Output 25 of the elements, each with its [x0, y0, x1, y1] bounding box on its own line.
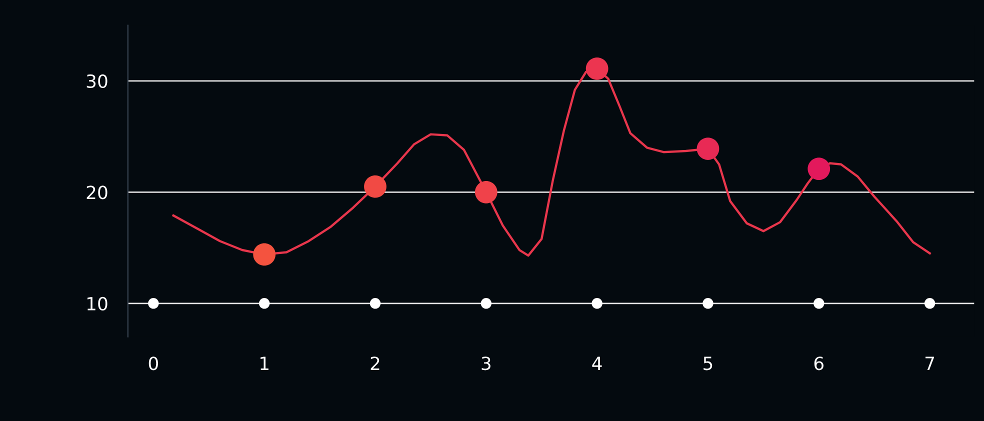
x-tick-label: 4	[592, 356, 602, 370]
x-tick-label: 0	[148, 356, 158, 370]
point	[592, 298, 602, 309]
point	[808, 158, 830, 180]
point	[924, 298, 936, 309]
point	[258, 298, 270, 309]
y-tick-label: 10	[87, 296, 108, 311]
point	[253, 243, 276, 266]
point	[364, 175, 386, 198]
x-tick-label: 7	[926, 356, 934, 370]
point	[696, 138, 720, 160]
point	[148, 298, 159, 309]
x-tick-label: 2	[370, 356, 380, 370]
point	[474, 180, 498, 204]
point	[370, 298, 381, 309]
point	[586, 57, 608, 80]
point	[814, 298, 824, 309]
point	[480, 298, 492, 309]
x-tick-label: 6	[814, 356, 824, 370]
point	[702, 298, 714, 309]
x-tick-label: 1	[260, 356, 268, 370]
x-tick-label: 3	[482, 356, 490, 370]
y-tick-label: 20	[86, 186, 108, 200]
y-tick-label: 30	[86, 74, 108, 88]
x-tick-label: 5	[704, 356, 712, 370]
